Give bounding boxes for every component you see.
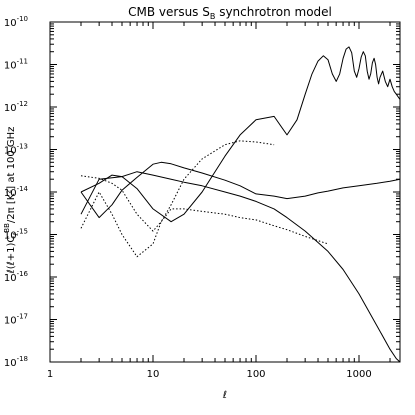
y-tick-label: 10-16 xyxy=(4,270,29,284)
solid-series-line-1 xyxy=(80,46,401,223)
dotted-series-line-4 xyxy=(80,140,275,258)
y-tick-label: 10-17 xyxy=(4,313,28,327)
y-tick-label: 10-11 xyxy=(4,58,28,72)
x-tick-label: 1 xyxy=(47,369,53,380)
data-series xyxy=(80,46,401,363)
x-axis-label: ℓ xyxy=(223,390,227,401)
solid-series-line-3 xyxy=(80,171,401,363)
solid-series-line-2 xyxy=(80,161,401,219)
y-tick-label: 10-10 xyxy=(4,15,28,29)
x-tick-labels: 1 10 100 1000 xyxy=(47,369,372,380)
axis-ticks xyxy=(49,22,400,363)
x-tick-label: 10 xyxy=(147,369,160,380)
y-tick-label: 10-14 xyxy=(4,185,29,199)
plot-area xyxy=(49,21,401,363)
y-tick-label: 10-12 xyxy=(4,100,28,114)
chart-title: CMB versus SB synchrotron model xyxy=(128,5,332,21)
y-tick-label: 10-13 xyxy=(4,143,28,157)
y-tick-label: 10-18 xyxy=(4,355,28,369)
y-tick-labels: 10-10 10-11 10-12 10-13 10-14 10-15 10-16 10-17… xyxy=(4,15,29,369)
dotted-series-line-5 xyxy=(80,175,329,245)
y-tick-label: 10-15 xyxy=(4,228,28,242)
y-axis-label: ℓ(ℓ+1)CℓBB/2π [K²] at 100 GHz xyxy=(3,127,20,274)
x-tick-label: 100 xyxy=(246,369,265,380)
x-tick-label: 1000 xyxy=(346,369,371,380)
